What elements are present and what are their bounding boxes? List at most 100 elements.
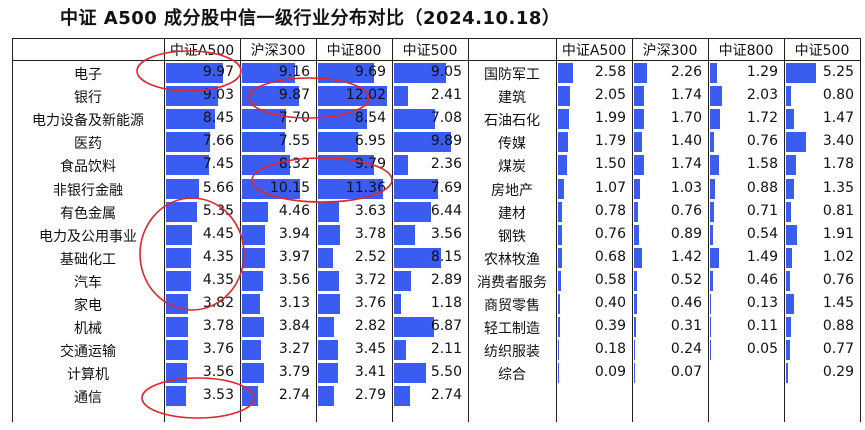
value-bar [166,201,197,222]
value-label: 1.72 [746,110,778,127]
column-header: 中证500 [794,43,850,59]
value-bar [558,63,573,84]
industry-label: 商贸零售 [484,298,540,314]
industry-label: 电子 [74,67,102,83]
value-bar [634,155,645,176]
value-label: 1.47 [822,110,854,127]
value-bar [634,294,637,315]
value-bar [634,63,648,84]
value-label: 1.74 [670,156,702,173]
value-label: 3.72 [354,271,386,288]
value-label: 12.02 [345,87,386,104]
value-label: 3.45 [354,341,386,358]
value-label: 6.87 [430,318,462,335]
value-label: 2.11 [430,341,462,358]
industry-label: 医药 [74,136,102,153]
value-label: 8.15 [430,248,462,265]
value-label: 3.56 [278,271,310,288]
industry-label: 电力及公用事业 [39,228,137,245]
value-label: 0.88 [822,318,854,335]
value-bar [318,201,339,222]
value-label: 2.82 [354,318,386,335]
industry-label: 纺织服装 [484,344,540,361]
value-label: 5.66 [202,179,234,196]
industry-label: 银行 [74,90,102,107]
value-label: 3.94 [278,225,310,242]
value-bar [394,132,451,153]
value-bar [710,340,711,361]
value-bar [242,201,268,222]
value-bar [786,201,791,222]
value-bar [710,201,715,222]
value-label: 0.76 [746,133,778,150]
value-label: 1.70 [670,110,702,127]
value-bar [558,270,562,291]
value-label: 1.03 [670,179,702,196]
value-label: 1.50 [594,156,626,173]
value-label: 8.45 [202,110,234,127]
value-bar [710,270,713,291]
value-label: 2.41 [430,87,462,104]
value-bar [166,270,192,291]
value-label: 3.13 [278,295,310,311]
value-label: 0.46 [746,271,778,288]
value-bar [318,270,340,291]
header-bottom-line [468,60,860,61]
value-label: 0.71 [746,202,778,219]
value-bar [394,224,415,245]
industry-label: 轻工制造 [484,321,540,338]
value-label: 0.77 [822,341,854,358]
value-bar [558,317,561,338]
value-label: 7.08 [430,110,462,127]
value-bar [394,109,435,130]
value-label: 3.97 [278,248,310,265]
industry-label: 电力设备及新能源 [32,113,144,130]
value-label: 9.05 [430,64,462,80]
value-label: 0.88 [746,179,778,196]
industry-label: 石油石化 [484,113,540,130]
value-bar [318,132,359,153]
value-bar [394,155,408,176]
value-label: 0.76 [822,271,854,288]
value-label: 0.05 [746,341,778,358]
value-label: 3.84 [278,318,310,335]
value-bar [166,178,199,199]
value-label: 2.89 [430,271,462,288]
value-label: 2.74 [278,387,310,404]
panel-left-line [12,38,13,422]
value-label: 9.69 [354,64,386,80]
value-label: 7.55 [278,133,310,150]
value-bar [318,386,335,407]
value-bar [318,363,338,384]
highlight-circle-computer [141,377,255,419]
value-bar [710,132,715,153]
value-label: 0.89 [670,225,702,242]
value-bar [242,132,286,153]
value-label: 4.35 [202,271,234,288]
value-label: 0.31 [670,318,702,335]
value-label: 2.05 [594,87,626,104]
value-bar [394,340,407,361]
value-bar [318,155,375,176]
industry-label: 钢铁 [498,228,526,245]
value-bar [394,86,408,107]
value-label: 9.89 [430,133,462,150]
value-label: 6.95 [354,133,386,150]
value-bar [710,178,716,199]
column-line [708,38,709,422]
value-label: 0.76 [594,225,626,242]
value-bar [394,294,401,315]
value-bar [786,86,791,107]
value-bar [166,224,192,245]
value-label: 0.09 [594,364,626,381]
value-bar [634,270,637,291]
value-label: 10.15 [269,179,310,196]
value-bar [242,340,261,361]
value-bar [558,109,570,130]
value-label: 0.24 [670,341,702,358]
value-bar [786,270,791,291]
value-label: 9.87 [278,87,310,104]
value-bar [786,155,797,176]
value-bar [242,294,261,315]
